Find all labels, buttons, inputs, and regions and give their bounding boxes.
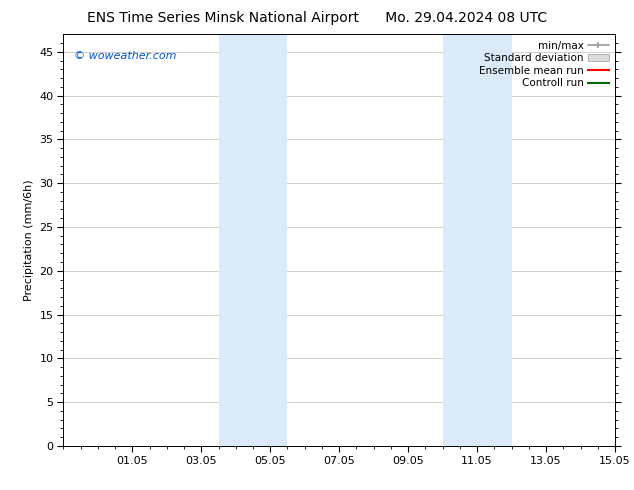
Y-axis label: Precipitation (mm/6h): Precipitation (mm/6h)	[24, 179, 34, 301]
Text: ENS Time Series Minsk National Airport      Mo. 29.04.2024 08 UTC: ENS Time Series Minsk National Airport M…	[87, 11, 547, 25]
Legend: min/max, Standard deviation, Ensemble mean run, Controll run: min/max, Standard deviation, Ensemble me…	[475, 36, 613, 93]
Text: © woweather.com: © woweather.com	[74, 51, 177, 61]
Bar	[253, 34, 287, 446]
Bar	[219, 34, 253, 446]
Bar	[443, 34, 477, 446]
Bar	[477, 34, 512, 446]
